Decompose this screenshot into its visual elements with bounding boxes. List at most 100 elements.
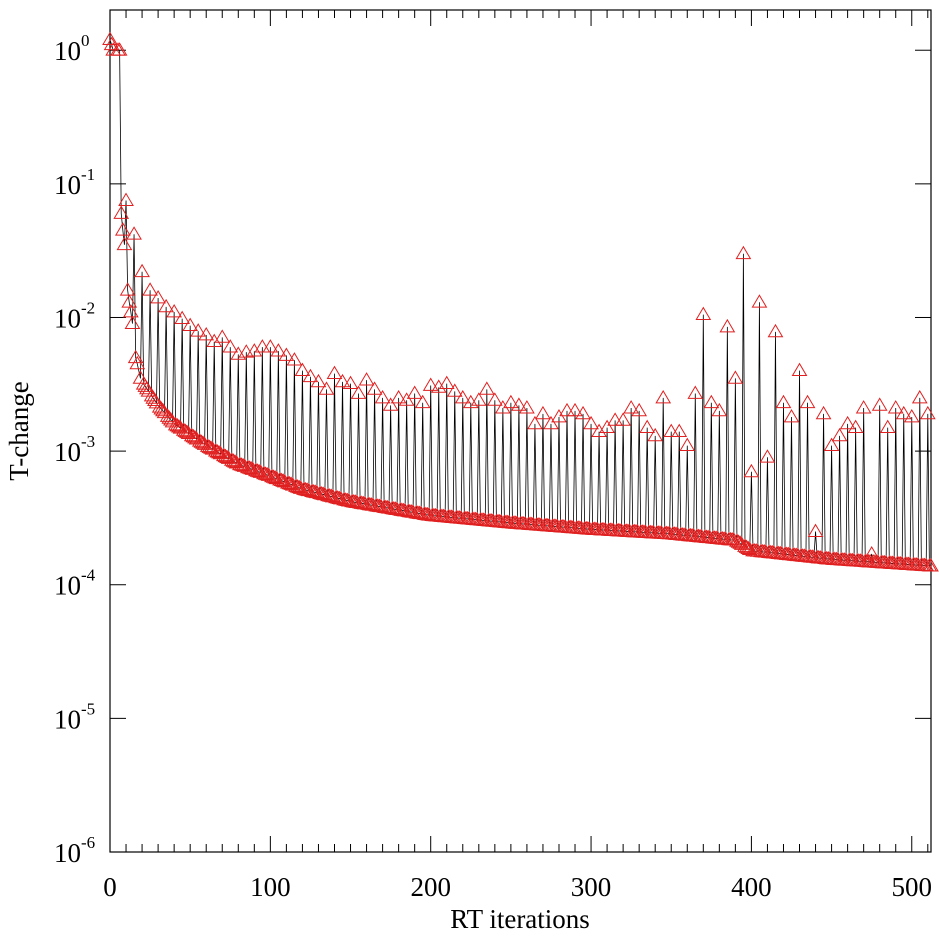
- data-point: [275, 473, 292, 487]
- data-point: [815, 405, 832, 420]
- data-point: [887, 400, 904, 414]
- data-point: [807, 523, 824, 537]
- data-point: [575, 405, 591, 420]
- data-point: [281, 475, 298, 490]
- data-point: [740, 540, 757, 554]
- data-point: [214, 329, 231, 343]
- data-point: [527, 415, 543, 430]
- data-point: [519, 400, 535, 414]
- y-tick-label: 10-6: [54, 833, 95, 868]
- data-point: [639, 419, 656, 433]
- data-point: [879, 419, 896, 433]
- data-point: [430, 379, 447, 393]
- data-point: [248, 462, 264, 477]
- data-point: [278, 347, 295, 361]
- data-point: [262, 339, 279, 353]
- data-point: [273, 472, 290, 487]
- data-point: [225, 453, 242, 467]
- x-axis-title: RT iterations: [450, 904, 590, 934]
- data-point: [244, 461, 261, 475]
- data-point: [318, 381, 335, 395]
- data-point: [583, 415, 599, 430]
- data-point: [232, 456, 248, 471]
- data-point: [113, 205, 130, 219]
- data-point: [127, 349, 144, 364]
- data-point: [470, 392, 487, 406]
- data-point: [102, 31, 118, 46]
- data-point: [283, 476, 300, 490]
- data-point: [158, 298, 174, 313]
- data-point: [177, 423, 194, 437]
- data-point: [156, 404, 173, 419]
- data-point: [252, 464, 269, 478]
- data-point: [711, 402, 728, 417]
- data-point: [366, 381, 383, 395]
- data-point: [185, 428, 202, 443]
- x-tick-labels: 0 100 200 300 400 500: [103, 872, 932, 902]
- data-point: [871, 397, 888, 411]
- x-tick-label: 0: [103, 872, 117, 902]
- data-point: [591, 423, 607, 437]
- data-point: [142, 282, 158, 296]
- data-point: [270, 343, 287, 357]
- y-tick-label: 10-3: [54, 432, 95, 467]
- data-point: [903, 409, 920, 423]
- data-point: [855, 400, 872, 414]
- data-point: [847, 419, 864, 433]
- data-point: [190, 323, 207, 337]
- data-point: [342, 375, 359, 390]
- data-point: [148, 395, 165, 409]
- series-line-group: [109, 39, 932, 567]
- data-point: [647, 427, 664, 442]
- data-point: [286, 352, 303, 366]
- data-point: [246, 343, 263, 357]
- data-point: [289, 479, 306, 493]
- data-point: [511, 397, 527, 411]
- data-point: [607, 412, 623, 426]
- data-point: [114, 222, 131, 236]
- data-point: [249, 463, 266, 477]
- data-point: [126, 226, 142, 240]
- data-point: [438, 375, 455, 390]
- data-point: [703, 394, 720, 409]
- data-point: [791, 362, 808, 377]
- data-point: [759, 449, 776, 463]
- y-tick-labels: 100 10-1 10-2 10-3 10-4 10-5 10-6: [54, 31, 96, 868]
- data-point: [767, 323, 784, 338]
- data-point: [288, 478, 304, 492]
- data-point: [116, 236, 133, 251]
- data-point: [276, 473, 293, 488]
- data-point: [615, 412, 631, 426]
- data-point: [775, 394, 792, 409]
- data-point: [503, 394, 519, 409]
- data-point: [294, 362, 311, 377]
- data-point: [268, 470, 285, 485]
- data-point: [264, 468, 280, 483]
- data-point: [251, 463, 268, 478]
- data-point: [727, 370, 744, 384]
- data-point: [735, 245, 752, 260]
- data-point: [174, 310, 191, 325]
- data-point: [326, 365, 343, 380]
- data-point: [663, 423, 680, 437]
- data-point: [198, 326, 215, 341]
- data-point: [240, 459, 256, 474]
- data-point: [228, 455, 245, 469]
- data-point: [334, 373, 351, 388]
- data-point: [259, 466, 276, 481]
- data-point: [743, 463, 760, 478]
- data-point: [267, 470, 284, 484]
- data-point: [671, 423, 688, 437]
- data-point: [446, 383, 463, 397]
- series-line: [109, 39, 932, 567]
- y-tick-label: 10-5: [54, 699, 95, 734]
- data-point: [406, 385, 423, 399]
- data-point: [241, 460, 258, 474]
- data-point: [254, 339, 271, 353]
- y-axis-title: T-change: [4, 381, 34, 480]
- data-point: [222, 339, 239, 353]
- data-point: [310, 373, 327, 388]
- data-point: [265, 469, 282, 483]
- data-point: [687, 385, 704, 399]
- x-tick-label: 500: [892, 872, 933, 902]
